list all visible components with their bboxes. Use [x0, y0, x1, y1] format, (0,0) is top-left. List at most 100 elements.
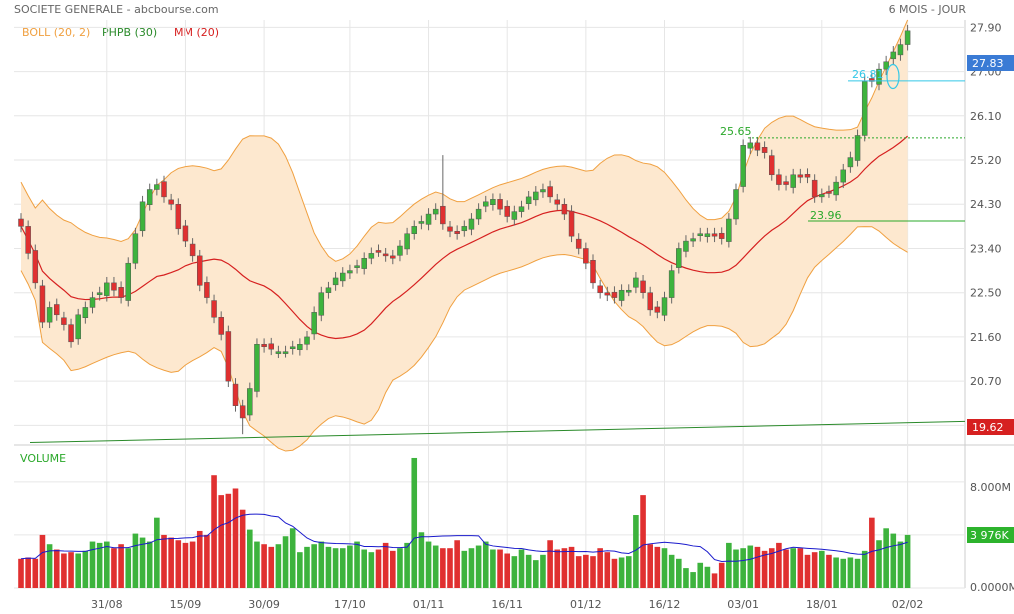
- volume-tick-zero: 0.0000M: [970, 581, 1014, 594]
- legend-bollinger: BOLL (20, 2): [22, 26, 91, 39]
- volume-bar: [697, 562, 704, 588]
- candle-body: [740, 145, 746, 187]
- volume-bar: [411, 457, 418, 588]
- moving-average-line: [20, 135, 908, 340]
- volume-bar: [32, 558, 39, 588]
- volume-bar: [189, 541, 196, 588]
- volume-bar: [783, 549, 789, 588]
- annotation-ellipse: [886, 63, 900, 90]
- volume-bar: [139, 537, 146, 588]
- volume-bar: [89, 541, 96, 588]
- candle-body: [647, 292, 653, 311]
- candle-body: [275, 351, 282, 354]
- volume-bar: [332, 548, 339, 588]
- volume-bar: [726, 542, 732, 588]
- volume-bar: [75, 553, 81, 588]
- volume-bar: [61, 553, 67, 588]
- volume-bar: [583, 554, 589, 588]
- volume-bar: [161, 534, 167, 588]
- candle-body: [225, 331, 232, 382]
- candle-body: [297, 344, 303, 350]
- volume-bar: [432, 545, 439, 588]
- volume-bar: [718, 562, 725, 588]
- date-tick-label: 02/02: [892, 598, 924, 611]
- volume-bar: [425, 541, 432, 588]
- volume-bar: [811, 552, 818, 588]
- candle-body: [554, 199, 560, 205]
- date-tick-label: 16/11: [491, 598, 523, 611]
- candle-body: [168, 199, 174, 205]
- candle-body: [504, 205, 510, 217]
- volume-bar: [347, 545, 353, 588]
- volume-bar: [390, 550, 396, 588]
- candle-body: [790, 174, 796, 188]
- candle-body: [654, 306, 661, 313]
- candle-body: [175, 203, 182, 230]
- candle-body: [82, 307, 89, 318]
- candle-body: [125, 262, 131, 301]
- candle-body: [811, 179, 818, 198]
- candle-body: [46, 307, 53, 323]
- volume-bar: [847, 557, 854, 588]
- volume-bar: [354, 541, 360, 588]
- legend-phpb: PHPB (30): [102, 26, 158, 39]
- candle-body: [332, 277, 339, 286]
- volume-bar: [397, 548, 403, 588]
- volume-bar: [668, 554, 675, 588]
- candle-body: [39, 285, 46, 323]
- volume-bar: [768, 548, 775, 588]
- volume-bar: [754, 546, 761, 588]
- volume-bar: [861, 550, 868, 588]
- candle-body: [239, 405, 246, 419]
- volume-bar: [218, 495, 224, 588]
- date-tick-label: 18/01: [806, 598, 838, 611]
- volume-bar: [518, 549, 525, 588]
- candle-body: [247, 388, 253, 416]
- price-tick-label: 20.70: [970, 375, 1002, 388]
- low-price-tag-box: [967, 419, 1014, 435]
- volume-bar: [883, 528, 889, 588]
- support-trend-line: [29, 420, 966, 444]
- candle-body: [25, 226, 31, 254]
- volume-bar: [211, 475, 217, 588]
- volume-bar: [454, 540, 460, 588]
- candle-body: [783, 181, 789, 185]
- candle-body: [397, 245, 403, 256]
- candle-body: [683, 240, 689, 252]
- candle-body: [876, 68, 882, 85]
- volume-bar: [654, 546, 661, 588]
- volume-bar: [618, 557, 625, 588]
- candle-body: [182, 225, 189, 242]
- date-tick-label: 03/01: [727, 598, 759, 611]
- candle-body: [804, 174, 811, 178]
- volume-bar: [833, 557, 839, 588]
- candle-body: [461, 226, 468, 232]
- volume-bar: [876, 540, 882, 588]
- candle-body: [325, 287, 332, 293]
- candle-body: [483, 201, 489, 207]
- moving-average-path: [20, 135, 908, 340]
- volume-bar: [261, 544, 267, 588]
- volume-bar: [175, 540, 182, 588]
- candle-body: [661, 297, 668, 316]
- candle-body: [411, 226, 417, 234]
- volume-bar: [568, 546, 575, 588]
- candle-body: [139, 201, 146, 232]
- volume-bar: [525, 554, 532, 588]
- candle-body: [354, 265, 360, 268]
- volume-bar: [282, 536, 289, 588]
- volume-bar: [504, 553, 510, 588]
- candle-body: [697, 233, 703, 236]
- candle-body: [382, 253, 389, 257]
- candle-body: [468, 218, 475, 230]
- candle-body: [847, 157, 854, 168]
- volume-bar: [482, 541, 489, 588]
- candle-body: [197, 255, 203, 286]
- candle-body: [311, 312, 317, 335]
- candle-body: [883, 61, 889, 70]
- volume-bar: [797, 548, 804, 588]
- volume-bar: [182, 542, 189, 588]
- volume-bar: [447, 548, 453, 588]
- volume-bar: [318, 541, 325, 588]
- volume-bar: [897, 541, 904, 588]
